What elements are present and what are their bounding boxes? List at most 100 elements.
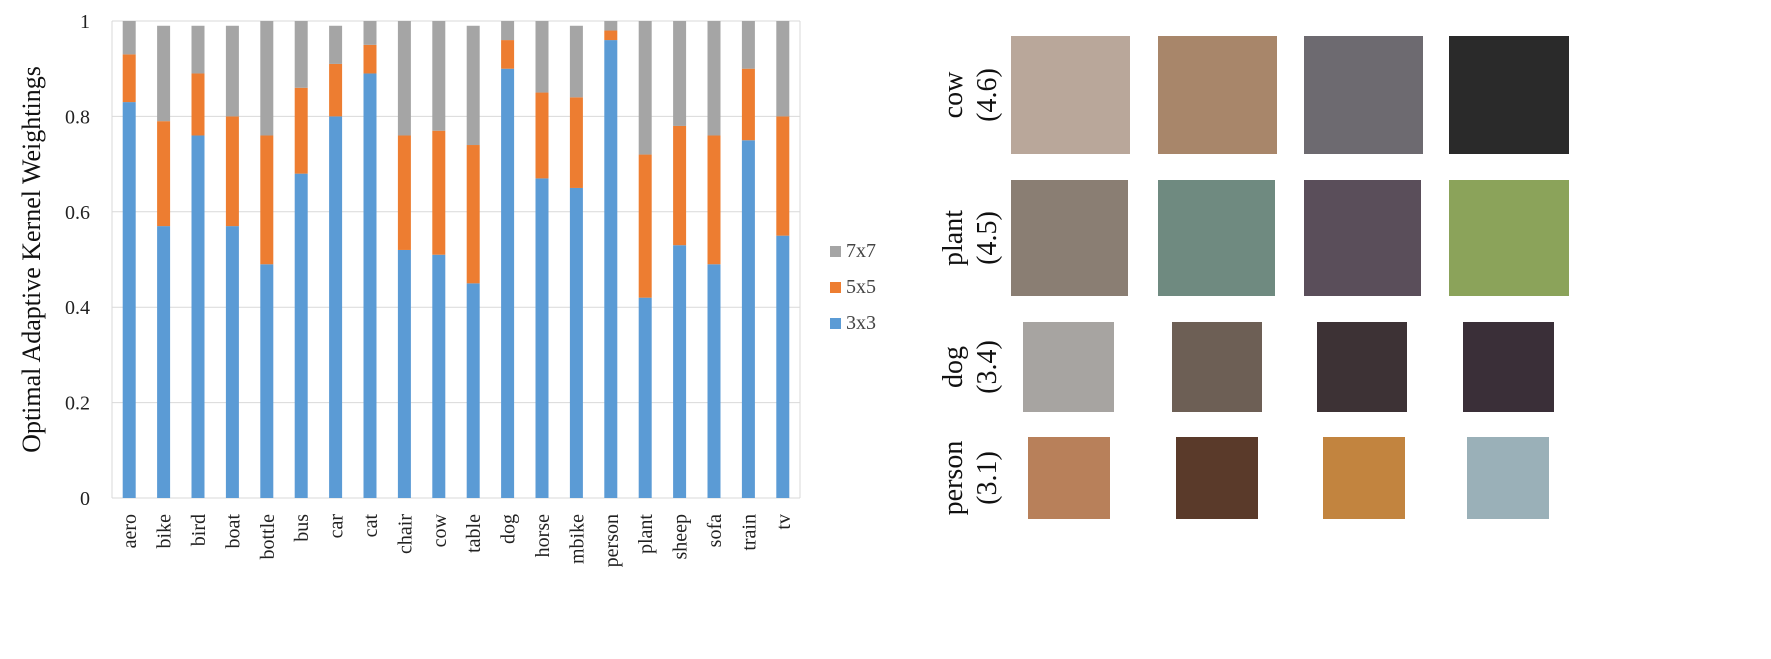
image-patch: [1304, 36, 1423, 154]
x-tick-label: tv: [773, 514, 795, 530]
image-patch: [1158, 180, 1275, 296]
x-tick-label: cat: [360, 514, 382, 538]
example-row-dog: dog (3.4): [938, 322, 1554, 412]
legend: 7x7 5x5 3x3: [830, 240, 876, 334]
y-tick-label: 0.6: [65, 202, 90, 224]
image-patch: [1028, 437, 1110, 519]
x-tick-label: dog: [498, 514, 520, 544]
image-patch: [1023, 322, 1114, 412]
bar-5x5-sofa: [707, 135, 721, 265]
bar-3x3-sheep: [673, 245, 687, 498]
image-patch: [1172, 322, 1262, 412]
x-tick-label: cow: [429, 513, 451, 547]
legend-label-5x5: 5x5: [846, 276, 876, 298]
bar-5x5-train: [741, 68, 755, 141]
bar-7x7-chair: [397, 21, 411, 136]
x-tick-label: horse: [532, 514, 554, 557]
bar-3x3-bird: [191, 135, 205, 499]
bar-7x7-person: [604, 21, 618, 31]
x-axis-ticks: aero bike bird boat bottle bus car cat chair cow t…: [119, 513, 795, 567]
gridlines: [111, 20, 801, 499]
bar-3x3-chair: [397, 249, 411, 498]
image-patch: [1449, 180, 1569, 296]
bar-7x7-sofa: [707, 21, 721, 136]
y-tick-label: 0.2: [65, 393, 90, 415]
bar-5x5-tv: [776, 116, 790, 236]
bar-5x5-cow: [432, 130, 446, 255]
x-tick-label: bike: [154, 514, 176, 549]
bar-5x5-car: [329, 63, 343, 117]
image-patch: [1317, 322, 1407, 412]
bars: [122, 21, 790, 499]
legend-swatch-3x3: [830, 318, 841, 329]
bar-5x5-cat: [363, 44, 377, 74]
row-score-label: (3.1): [972, 451, 1003, 505]
image-patch: [1176, 437, 1258, 519]
y-axis-ticks: 0 0.2 0.4 0.6 0.8 1: [65, 11, 90, 510]
bar-7x7-dog: [501, 21, 515, 41]
bar-7x7-car: [329, 25, 343, 64]
x-tick-label: bottle: [257, 514, 279, 560]
bar-7x7-cat: [363, 21, 377, 45]
bar-7x7-horse: [535, 21, 549, 93]
bar-7x7-tv: [776, 21, 790, 117]
bar-5x5-person: [604, 30, 618, 41]
bar-5x5-dog: [501, 40, 515, 69]
bar-7x7-bottle: [260, 21, 274, 136]
bar-3x3-car: [329, 116, 343, 499]
bar-3x3-horse: [535, 178, 549, 498]
x-tick-label: train: [738, 514, 760, 551]
bar-5x5-table: [466, 145, 480, 284]
legend-swatch-7x7: [830, 246, 841, 257]
legend-label-7x7: 7x7: [846, 240, 876, 262]
bar-7x7-mbike: [569, 25, 583, 98]
bar-3x3-bus: [294, 173, 308, 498]
legend-label-3x3: 3x3: [846, 312, 876, 334]
example-row-person: person (3.1): [938, 437, 1549, 519]
bar-3x3-aero: [122, 102, 136, 498]
row-class-label: dog: [938, 346, 969, 388]
legend-swatch-5x5: [830, 282, 841, 293]
bar-3x3-sofa: [707, 264, 721, 498]
bar-7x7-cow: [432, 21, 446, 131]
bar-3x3-train: [741, 140, 755, 498]
bar-7x7-table: [466, 25, 480, 146]
bar-chart: 0 0.2 0.4 0.6 0.8 1 aero bike bird boat bottle bus…: [17, 11, 801, 567]
bar-3x3-boat: [225, 226, 239, 499]
bar-5x5-mbike: [569, 97, 583, 188]
example-row-plant: plant (4.5): [938, 180, 1569, 296]
image-patch: [1304, 180, 1421, 296]
image-patch: [1463, 322, 1554, 412]
bar-7x7-train: [741, 21, 755, 69]
bar-3x3-mbike: [569, 187, 583, 498]
bar-7x7-bus: [294, 21, 308, 88]
bar-3x3-bike: [157, 226, 171, 499]
bar-5x5-aero: [122, 54, 136, 103]
x-tick-label: bus: [291, 514, 313, 542]
example-row-cow: cow (4.6): [938, 36, 1569, 154]
image-patch: [1323, 437, 1405, 519]
bar-5x5-bottle: [260, 135, 274, 265]
bar-7x7-sheep: [673, 21, 687, 126]
bar-3x3-tv: [776, 235, 790, 498]
y-axis-label: Optimal Adaptive Kernel Weightings: [17, 66, 46, 453]
y-tick-label: 0: [80, 488, 90, 510]
y-tick-label: 0.4: [65, 297, 90, 319]
row-score-label: (4.5): [972, 211, 1003, 265]
x-tick-label: sheep: [670, 514, 692, 560]
bar-3x3-person: [604, 40, 618, 498]
row-score-label: (3.4): [972, 340, 1003, 394]
bar-7x7-plant: [638, 21, 652, 155]
bar-7x7-bird: [191, 25, 205, 74]
x-tick-label: bird: [188, 514, 210, 546]
example-patches: cow (4.6) plant (4.5) dog (3.4) person (3.1): [938, 36, 1569, 519]
x-tick-label: chair: [394, 514, 416, 554]
bar-5x5-plant: [638, 154, 652, 298]
bar-3x3-cow: [432, 254, 446, 498]
x-tick-label: boat: [222, 514, 244, 549]
bar-5x5-bike: [157, 121, 171, 227]
x-tick-label: person: [601, 514, 623, 567]
bar-5x5-bus: [294, 87, 308, 174]
bar-3x3-plant: [638, 297, 652, 498]
